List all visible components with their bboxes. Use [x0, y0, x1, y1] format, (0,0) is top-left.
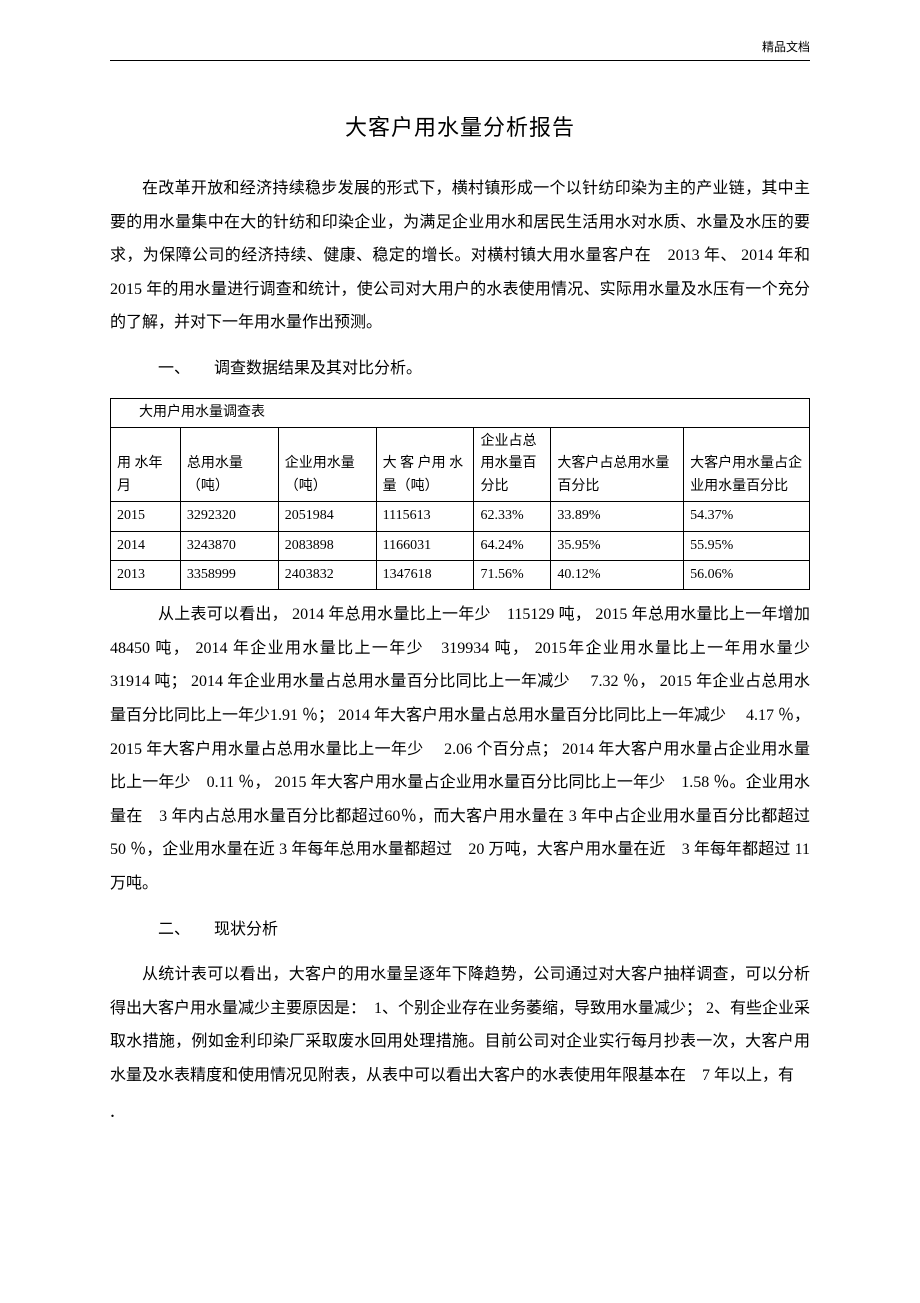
- section-2-number: 二、: [158, 921, 190, 938]
- header-rule: [110, 60, 810, 61]
- cell-ent: 2051984: [278, 502, 376, 531]
- th-customer: 大 客 户用 水 量（吨）: [376, 427, 474, 501]
- table-row: 2013 3358999 2403832 1347618 71.56% 40.1…: [111, 560, 810, 589]
- table-caption-row: 大用户用水量调查表: [111, 398, 810, 427]
- footer-mark: .: [110, 1100, 115, 1123]
- cell-year: 2014: [111, 531, 181, 560]
- th-total: 总用水量（吨）: [180, 427, 278, 501]
- cell-p1: 64.24%: [474, 531, 551, 560]
- document-page: 精品文档 大客户用水量分析报告 在改革开放和经济持续稳步发展的形式下，横村镇形成…: [0, 0, 920, 1153]
- cell-cust: 1347618: [376, 560, 474, 589]
- table-row: 2015 3292320 2051984 1115613 62.33% 33.8…: [111, 502, 810, 531]
- section-1-heading: 一、 调查数据结果及其对比分析。: [110, 352, 810, 386]
- section-2-title: 现状分析: [214, 921, 278, 938]
- th-cust-ent-pct: 大客户用水量占企业用水量百分比: [684, 427, 810, 501]
- section-1-title: 调查数据结果及其对比分析。: [214, 360, 422, 377]
- cell-p3: 56.06%: [684, 560, 810, 589]
- cell-p2: 33.89%: [551, 502, 684, 531]
- cell-p3: 54.37%: [684, 502, 810, 531]
- cell-total: 3292320: [180, 502, 278, 531]
- table-header-row: 用 水年月 总用水量（吨） 企业用水量（吨） 大 客 户用 水 量（吨） 企业占…: [111, 427, 810, 501]
- cell-p3: 55.95%: [684, 531, 810, 560]
- section-2-heading: 二、 现状分析: [110, 913, 810, 947]
- section-1-number: 一、: [158, 360, 190, 377]
- header-watermark: 精品文档: [762, 38, 810, 55]
- status-paragraph: 从统计表可以看出，大客户的用水量呈逐年下降趋势，公司通过对大客户抽样调查，可以分…: [110, 958, 810, 1092]
- cell-total: 3358999: [180, 560, 278, 589]
- usage-table: 大用户用水量调查表 用 水年月 总用水量（吨） 企业用水量（吨） 大 客 户用 …: [110, 398, 810, 591]
- cell-ent: 2403832: [278, 560, 376, 589]
- cell-p1: 71.56%: [474, 560, 551, 589]
- table-caption: 大用户用水量调查表: [111, 398, 810, 427]
- th-year: 用 水年月: [111, 427, 181, 501]
- cell-ent: 2083898: [278, 531, 376, 560]
- cell-p1: 62.33%: [474, 502, 551, 531]
- cell-p2: 35.95%: [551, 531, 684, 560]
- cell-p2: 40.12%: [551, 560, 684, 589]
- intro-paragraph: 在改革开放和经济持续稳步发展的形式下，横村镇形成一个以针纺印染为主的产业链，其中…: [110, 172, 810, 340]
- th-cust-total-pct: 大客户占总用水量百分比: [551, 427, 684, 501]
- cell-total: 3243870: [180, 531, 278, 560]
- cell-cust: 1115613: [376, 502, 474, 531]
- document-title: 大客户用水量分析报告: [110, 110, 810, 142]
- cell-year: 2015: [111, 502, 181, 531]
- analysis-paragraph: 从上表可以看出， 2014 年总用水量比上一年少 115129 吨， 2015 …: [110, 598, 810, 900]
- th-ent-pct: 企业占总用水量百分比: [474, 427, 551, 501]
- cell-year: 2013: [111, 560, 181, 589]
- table-row: 2014 3243870 2083898 1166031 64.24% 35.9…: [111, 531, 810, 560]
- cell-cust: 1166031: [376, 531, 474, 560]
- th-enterprise: 企业用水量（吨）: [278, 427, 376, 501]
